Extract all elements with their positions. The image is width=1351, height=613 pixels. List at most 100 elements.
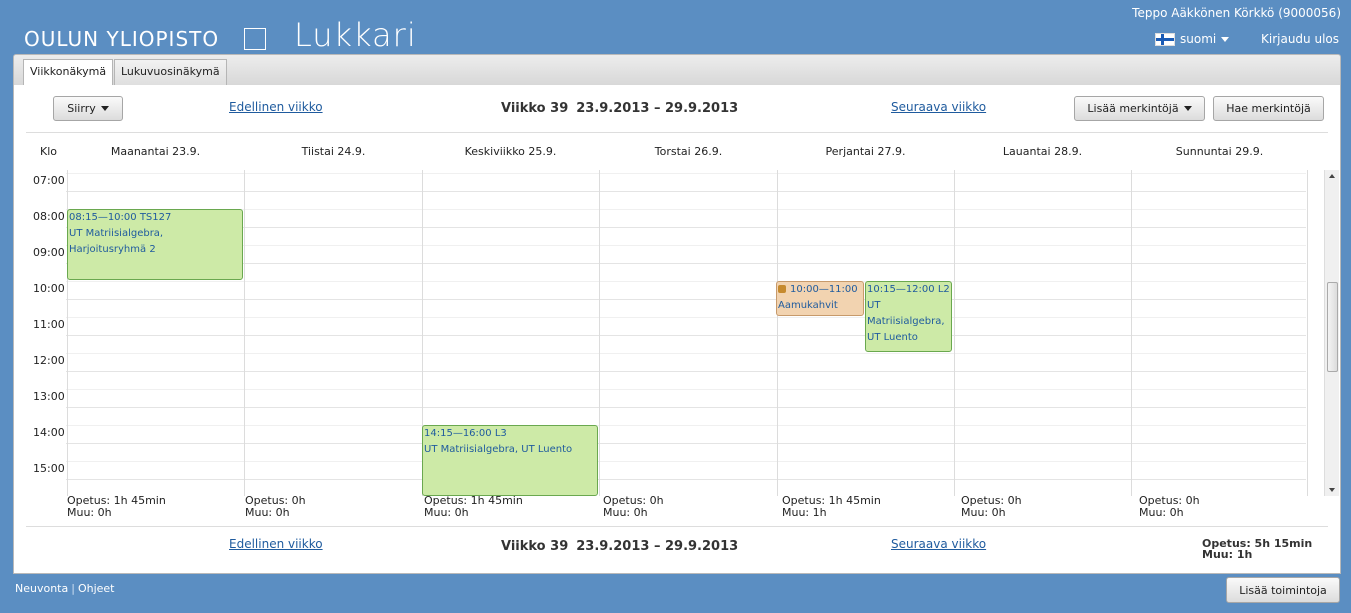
day-header: Lauantai 28.9. [1002, 145, 1083, 158]
divider [26, 526, 1328, 527]
guide-link[interactable]: Ohjeet [77, 582, 115, 595]
week-total-summary: Opetus: 5h 15min Muu: 1h [1202, 538, 1312, 560]
user-name: Teppo Aäkkönen Körkkö (9000056) [1132, 6, 1341, 20]
time-label: 14:00 [33, 426, 65, 439]
week-range: 23.9.2013 – 29.9.2013 [576, 101, 739, 116]
grid-line [66, 443, 1306, 444]
grid-line [66, 281, 1306, 282]
view-tabs: Viikkonäkymä Lukuvuosinäkymä [13, 54, 1341, 87]
grid-line [66, 389, 1306, 390]
teaching-hours: Opetus: 0h [245, 494, 306, 507]
app-header: OULUN YLIOPISTO Lukkari Teppo Aäkkönen K… [0, 0, 1351, 54]
lock-icon [778, 285, 786, 293]
teaching-hours: Opetus: 0h [961, 494, 1022, 507]
event-time: 14:15—16:00 L3 [424, 428, 507, 439]
goto-label: Siirry [67, 102, 96, 115]
time-label: 08:00 [33, 210, 65, 223]
tab-year-view[interactable]: Lukuvuosinäkymä [114, 59, 227, 86]
day-summary: Opetus: 0h Muu: 0h [1139, 495, 1200, 519]
finnish-flag-icon [1155, 32, 1175, 46]
time-label: 07:00 [33, 174, 65, 187]
prev-week-link[interactable]: Edellinen viikko [229, 100, 323, 114]
day-header: Torstai 26.9. [654, 145, 723, 158]
other-hours: Muu: 0h [603, 506, 648, 519]
add-marks-button[interactable]: Lisää merkintöjä [1074, 96, 1205, 121]
logout-link[interactable]: Kirjaudu ulos [1261, 32, 1339, 46]
week-title-bottom: Viikko 39 23.9.2013 – 29.9.2013 [501, 539, 738, 554]
time-label: 12:00 [33, 354, 65, 367]
day-header: Keskiviikko 25.9. [464, 145, 557, 158]
grid-line [66, 317, 1306, 318]
divider [26, 132, 1328, 133]
chevron-down-icon [1183, 106, 1192, 111]
find-marks-button[interactable]: Hae merkintöjä [1213, 96, 1324, 121]
week-number: Viikko 39 [501, 539, 569, 554]
add-marks-label: Lisää merkintöjä [1087, 102, 1179, 115]
language-selector[interactable]: suomi [1155, 32, 1230, 46]
week-title: Viikko 39 23.9.2013 – 29.9.2013 [501, 101, 738, 116]
day-summary: Opetus: 1h 45min Muu: 1h [782, 495, 881, 519]
grid-column-line [67, 170, 68, 496]
grid-column-line [422, 170, 423, 496]
help-link[interactable]: Neuvonta [15, 582, 69, 595]
next-week-link[interactable]: Seuraava viikko [891, 100, 987, 114]
event-title: UT Matriisialgebra, Harjoitusryhmä 2 [69, 228, 164, 255]
grid-line [66, 263, 1306, 264]
scroll-up-icon[interactable] [1329, 174, 1335, 178]
other-hours: Muu: 0h [961, 506, 1006, 519]
day-summary: Opetus: 1h 45min Muu: 0h [424, 495, 523, 519]
event-time: 10:00—11:00 [790, 284, 858, 295]
scroll-down-icon[interactable] [1329, 488, 1335, 492]
day-header: Tiistai 24.9. [301, 145, 366, 158]
event-title: UT Matriisialgebra, UT Luento [424, 444, 573, 455]
separator: | [71, 582, 75, 595]
grid-line [66, 479, 1306, 480]
grid-column-line [244, 170, 245, 496]
week-number: Viikko 39 [501, 101, 569, 116]
grid-line [66, 353, 1306, 354]
calendar-event[interactable]: 10:15—12:00 L2 UT Matriisialgebra, UT Lu… [865, 281, 952, 352]
grid-line [66, 299, 1306, 300]
calendar-event[interactable]: 08:15—10:00 TS127 UT Matriisialgebra, Ha… [67, 209, 243, 280]
grid-line [66, 407, 1306, 408]
university-emblem-icon [244, 28, 266, 50]
day-summary: Opetus: 0h Muu: 0h [245, 495, 306, 519]
other-hours: Muu: 0h [1139, 506, 1184, 519]
university-logo: OULUN YLIOPISTO [24, 27, 220, 51]
grid-column-line [777, 170, 778, 496]
event-title: UT Matriisialgebra, UT Luento [867, 300, 945, 343]
grid-line [66, 371, 1306, 372]
tab-week-view[interactable]: Viikkonäkymä [23, 59, 114, 87]
grid-line [66, 191, 1306, 192]
teaching-hours: Opetus: 0h [1139, 494, 1200, 507]
calendar-scrollbar[interactable] [1324, 170, 1339, 496]
grid-line [66, 227, 1306, 228]
language-label: suomi [1180, 32, 1217, 46]
next-week-link-bottom[interactable]: Seuraava viikko [891, 537, 987, 551]
goto-button[interactable]: Siirry [53, 96, 123, 121]
calendar-event[interactable]: 14:15—16:00 L3 UT Matriisialgebra, UT Lu… [422, 425, 598, 496]
prev-week-link-bottom[interactable]: Edellinen viikko [229, 537, 323, 551]
day-summary: Opetus: 1h 45min Muu: 0h [67, 495, 166, 519]
calendar-panel: Siirry Edellinen viikko Viikko 39 23.9.20… [13, 85, 1341, 574]
other-hours: Muu: 0h [424, 506, 469, 519]
time-header: Klo [40, 145, 57, 158]
grid-line [66, 173, 1306, 174]
grid-column-line [954, 170, 955, 496]
grid-line [66, 209, 1306, 210]
grid-line [66, 245, 1306, 246]
day-summary: Opetus: 0h Muu: 0h [961, 495, 1022, 519]
grid-column-line [599, 170, 600, 496]
teaching-hours: Opetus: 0h [603, 494, 664, 507]
calendar-grid[interactable]: 07:00 08:00 09:00 10:00 11:00 12:00 13:0… [26, 170, 1341, 496]
day-header: Maanantai 23.9. [110, 145, 201, 158]
teaching-hours: Opetus: 1h 45min [67, 494, 166, 507]
calendar-event[interactable]: 10:00—11:00 Aamukahvit [776, 281, 864, 316]
teaching-hours: Opetus: 1h 45min [424, 494, 523, 507]
scrollbar-thumb[interactable] [1327, 282, 1338, 372]
day-header: Sunnuntai 29.9. [1175, 145, 1264, 158]
other-hours: Muu: 0h [67, 506, 112, 519]
add-actions-button[interactable]: Lisää toimintoja [1226, 577, 1340, 603]
grid-column-line [1307, 170, 1308, 496]
day-summary: Opetus: 0h Muu: 0h [603, 495, 664, 519]
